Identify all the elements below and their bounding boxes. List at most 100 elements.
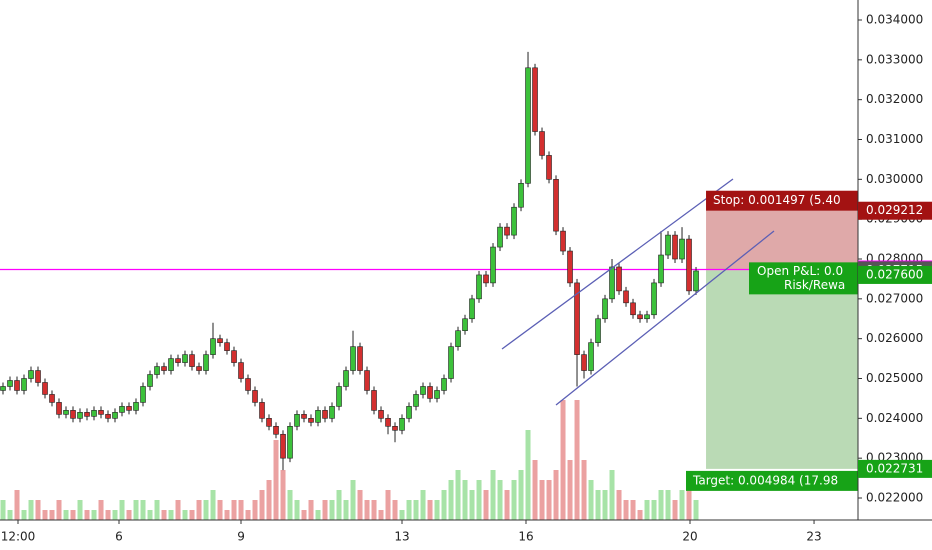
candle-body (357, 346, 363, 371)
stop-label: Stop: 0.001497 (5.40 (713, 193, 841, 207)
candle-body (518, 183, 524, 208)
volume-bar (329, 500, 335, 520)
candle-body (217, 338, 223, 343)
volume-bar (196, 500, 202, 520)
volume-bar (28, 500, 34, 520)
volume-bar (630, 500, 636, 520)
y-tick-label: 0.031000 (866, 132, 923, 146)
y-tick-label: 0.024000 (866, 411, 923, 425)
volume-bar (469, 490, 475, 520)
candle-body (448, 346, 454, 379)
y-tick-label: 0.026000 (866, 331, 923, 345)
volume-bar (511, 480, 517, 520)
price-label: 0.022731 (866, 461, 923, 475)
candle-body (630, 302, 636, 316)
volume-bar (434, 500, 440, 520)
candle-body (126, 406, 132, 411)
volume-bar (0, 500, 6, 520)
volume-bar (644, 500, 650, 520)
candle-body (539, 131, 545, 156)
candle-body (420, 386, 426, 395)
volume-bar (119, 500, 125, 520)
candle-body (252, 390, 258, 403)
candle-body (210, 338, 216, 355)
candle-body (574, 282, 580, 355)
candle-body (322, 410, 328, 419)
volume-bar (616, 490, 622, 520)
candle-body (455, 330, 461, 347)
volume-bar (483, 490, 489, 520)
candle-body (343, 370, 349, 387)
volume-bar (182, 510, 188, 520)
volume-bar (266, 480, 272, 520)
volume-bar (609, 470, 615, 520)
volume-bar (84, 510, 90, 520)
candle-body (329, 406, 335, 419)
target-label: Target: 0.004984 (17.98 (692, 473, 838, 487)
volume-bar (357, 490, 363, 520)
candle-body (462, 318, 468, 332)
candle-body (14, 380, 20, 391)
candle-body (546, 155, 552, 180)
volume-bar (553, 470, 559, 520)
volume-bar (497, 480, 503, 520)
y-tick-label: 0.033000 (866, 52, 923, 66)
candle-body (609, 266, 615, 300)
volume-bar (175, 500, 181, 520)
volume-bar (217, 500, 223, 520)
volume-bar (665, 490, 671, 520)
x-tick-label: 20 (682, 530, 697, 544)
candle-body (637, 314, 643, 320)
volume-bar (588, 480, 594, 520)
candle-body (553, 179, 559, 232)
candle-body (259, 402, 265, 419)
volume-bar (462, 480, 468, 520)
volume-bar (301, 510, 307, 520)
candle-body (294, 414, 300, 427)
candle-body (231, 350, 237, 363)
x-tick-label: 12:00 (1, 530, 36, 544)
volume-bar (336, 490, 342, 520)
candle-body (658, 254, 664, 284)
rr-label: Risk/Rewa (784, 278, 845, 292)
candle-body (672, 234, 678, 260)
candle-body (196, 366, 202, 371)
volume-bar (231, 500, 237, 520)
candle-body (567, 250, 573, 284)
pnl-label: Open P&L: 0.0 (757, 264, 843, 278)
volume-bar (14, 490, 20, 520)
candle-body (161, 366, 167, 371)
candle-body (154, 366, 160, 375)
price-label-box (858, 201, 932, 220)
volume-bar (560, 400, 566, 520)
volume-bar (518, 470, 524, 520)
volume-bar (378, 510, 384, 520)
volume-bar (315, 510, 321, 520)
candle-body (350, 346, 356, 371)
volume-bar (273, 440, 279, 520)
candle-body (147, 374, 153, 387)
candle-body (385, 418, 391, 427)
x-tick-label: 6 (115, 530, 123, 544)
candle-body (483, 274, 489, 284)
candle-body (560, 230, 566, 252)
candle-body (511, 206, 517, 236)
volume-bar (56, 500, 62, 520)
candle-body (91, 410, 97, 417)
candle-body (133, 402, 139, 411)
candle-body (693, 270, 699, 292)
volume-bar (455, 470, 461, 520)
candle-body (168, 358, 174, 371)
volume-bar (161, 510, 167, 520)
candle-body (189, 354, 195, 367)
candle-body (182, 354, 188, 363)
volume-bar (168, 510, 174, 520)
candle-body (266, 418, 272, 427)
candle-body (616, 266, 622, 292)
candle-body (238, 362, 244, 379)
candle-body (679, 238, 685, 260)
volume-bar (259, 490, 265, 520)
candle-body (98, 410, 104, 415)
